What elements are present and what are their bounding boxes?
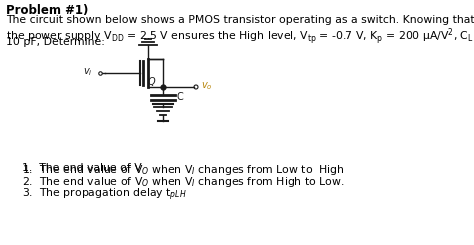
Text: The circuit shown below shows a PMOS transistor operating as a switch. Knowing t: The circuit shown below shows a PMOS tra… [6, 15, 474, 25]
Text: 3.  The propagation delay t$_{pLH}$: 3. The propagation delay t$_{pLH}$ [22, 187, 187, 203]
Text: $v_i$: $v_i$ [83, 66, 93, 78]
Text: 10 pF, Determine:: 10 pF, Determine: [6, 37, 105, 47]
Text: $v_o$: $v_o$ [201, 80, 213, 92]
Text: Q: Q [147, 77, 155, 87]
Text: 2.  The end value of V$_O$ when V$_I$ changes from High to Low.: 2. The end value of V$_O$ when V$_I$ cha… [22, 175, 345, 189]
Text: C: C [177, 93, 184, 102]
Text: Problem #1): Problem #1) [6, 4, 88, 17]
Text: 1.  The end value of V$_O$ when V$_I$ changes from Low to  High: 1. The end value of V$_O$ when V$_I$ cha… [22, 163, 345, 177]
Text: the power supply V$_{\rm DD}$ = 2.5 V ensures the High level, V$_{\rm tp}$ = -0.: the power supply V$_{\rm DD}$ = 2.5 V en… [6, 26, 474, 47]
Text: 1.  The end value of V: 1. The end value of V [22, 163, 142, 173]
